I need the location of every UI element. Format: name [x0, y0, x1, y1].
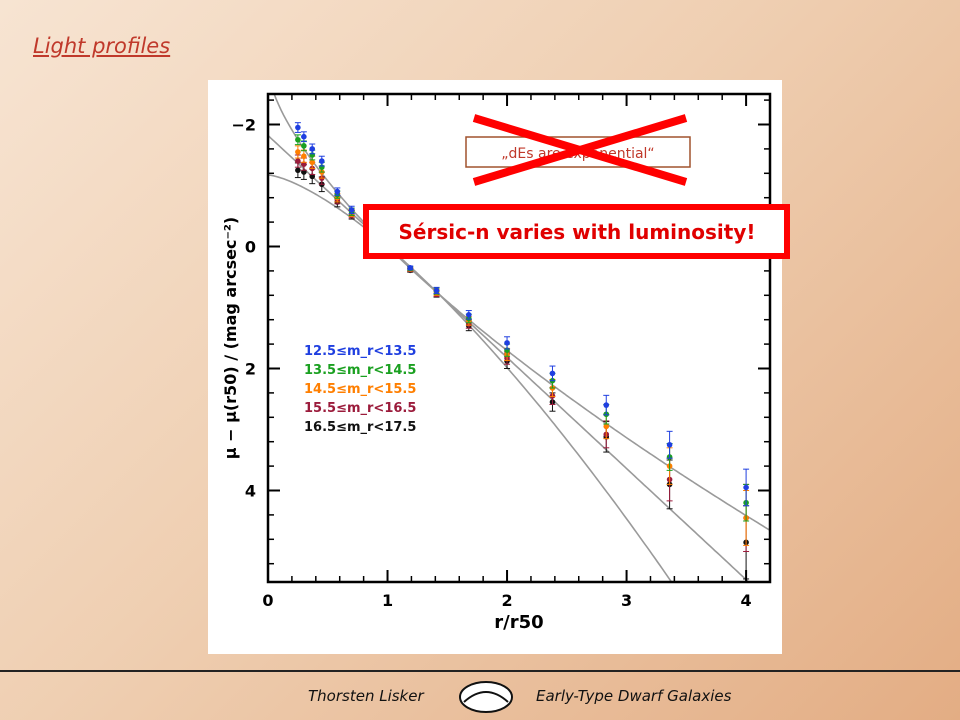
data-point: [504, 340, 510, 346]
legend-entry: 14.5≤m_r<15.5: [304, 382, 416, 397]
data-point: [549, 370, 556, 377]
annotation-box: [465, 136, 691, 168]
y-tick-label: 0: [245, 238, 256, 257]
y-axis-label: μ − μ(r50) / (mag arcsec⁻²): [221, 217, 240, 459]
footer-divider: [0, 670, 960, 672]
data-point: [433, 287, 440, 294]
legend-entry: 13.5≤m_r<14.5: [304, 363, 416, 378]
data-point: [295, 124, 301, 131]
crossed-out-annotation: „dEs are exponential“: [465, 114, 691, 186]
footer-topic: Early-Type Dwarf Galaxies: [536, 687, 732, 705]
data-point: [295, 149, 301, 155]
x-axis-label: r/r50: [494, 612, 543, 633]
zah-logo: [459, 681, 513, 713]
legend-entry: 15.5≤m_r<16.5: [304, 401, 416, 416]
data-point: [666, 441, 673, 448]
x-tick-label: 3: [621, 591, 632, 610]
y-tick-label: 4: [245, 482, 256, 501]
plot-frame: [266, 92, 772, 584]
x-tick-label: 1: [382, 591, 393, 610]
data-point: [603, 423, 610, 430]
data-point: [295, 136, 301, 143]
claim-text: Sérsic-n varies with luminosity!: [399, 220, 756, 244]
data-point: [407, 265, 414, 271]
data-point: [295, 158, 301, 164]
data-point: [348, 207, 355, 213]
chart-legend: 12.5≤m_r<13.5 13.5≤m_r<14.5 14.5≤m_r<15.5 1…: [304, 344, 416, 435]
x-tick-label: 2: [501, 591, 512, 610]
claim-annotation: Sérsic-n varies with luminosity!: [363, 204, 790, 259]
data-point: [603, 402, 610, 408]
light-profile-chart: 0 1 2 3 4 −2 0 2 4 r/r50 μ − μ(r50) / (mag arcse…: [221, 92, 772, 633]
data-point: [301, 133, 307, 140]
data-point: [301, 143, 307, 149]
x-tick-label: 4: [741, 591, 752, 610]
legend-entry: 12.5≤m_r<13.5: [304, 344, 416, 359]
legend-entry: 16.5≤m_r<17.5: [304, 420, 416, 435]
cross-stroke: [472, 114, 688, 186]
data-point: [301, 153, 307, 160]
data-point: [309, 146, 316, 152]
axis-ticks: 0 1 2 3 4 −2 0 2 4: [231, 94, 770, 610]
data-point: [309, 159, 316, 166]
slide-title: Light profiles: [33, 34, 171, 58]
data-point: [295, 167, 301, 174]
footer-author: Thorsten Lisker: [308, 687, 424, 705]
y-tick-label: −2: [231, 116, 256, 135]
data-point: [334, 188, 341, 195]
data-point: [466, 312, 472, 318]
y-tick-label: 2: [245, 360, 256, 379]
data-points: [294, 122, 750, 580]
claim-box: [363, 204, 790, 259]
data-point: [318, 158, 325, 164]
data-point: [743, 484, 749, 491]
x-tick-label: 0: [262, 591, 273, 610]
